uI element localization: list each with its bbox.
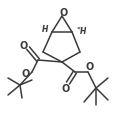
Text: O: O — [62, 84, 70, 94]
Text: H: H — [42, 26, 48, 34]
Text: "H: "H — [76, 27, 86, 35]
Text: O: O — [60, 8, 68, 18]
Text: O: O — [22, 69, 30, 79]
Text: O: O — [20, 41, 28, 51]
Text: O: O — [86, 62, 94, 72]
